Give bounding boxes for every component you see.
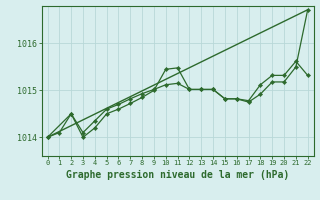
- X-axis label: Graphe pression niveau de la mer (hPa): Graphe pression niveau de la mer (hPa): [66, 170, 289, 180]
